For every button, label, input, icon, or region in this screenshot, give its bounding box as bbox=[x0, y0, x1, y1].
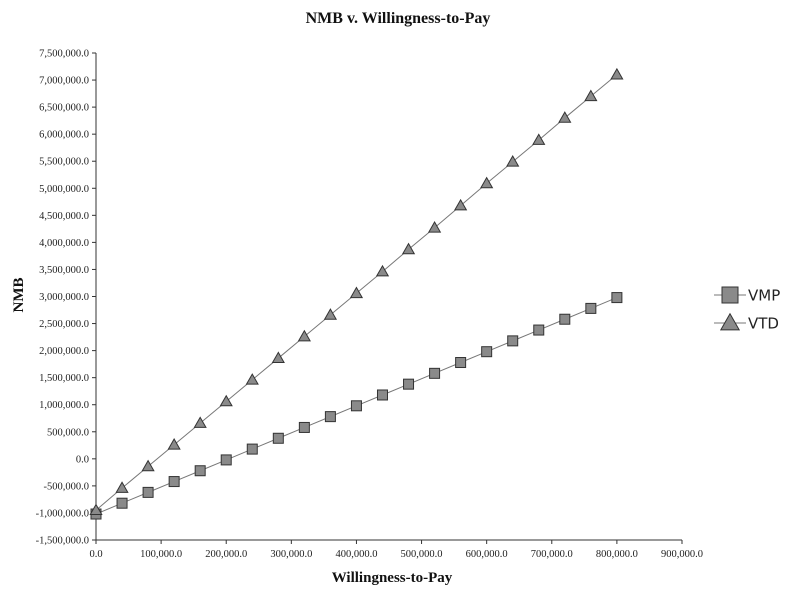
y-axis-label: NMB bbox=[11, 278, 27, 313]
data-point-vmp bbox=[272, 432, 284, 444]
data-point-vtd bbox=[375, 264, 390, 277]
data-point-vmp bbox=[611, 292, 623, 304]
data-point-vmp bbox=[376, 389, 388, 401]
y-tick-label: 500,000.0 bbox=[47, 427, 89, 438]
y-tick-label: 3,000,000.0 bbox=[39, 292, 89, 303]
data-point-vtd bbox=[167, 438, 181, 450]
x-tick-label: 900,000.0 bbox=[661, 549, 703, 560]
legend-marker-vmp bbox=[721, 286, 739, 304]
x-axis-label: Willingness-to-Pay bbox=[332, 570, 453, 586]
axes bbox=[95, 53, 682, 541]
data-point-vmp bbox=[533, 324, 545, 336]
y-tick-label: 6,000,000.0 bbox=[39, 130, 89, 141]
x-tick-label: 500,000.0 bbox=[401, 549, 443, 560]
data-point-vtd bbox=[480, 176, 494, 189]
data-point-vtd bbox=[141, 459, 155, 472]
data-point-vtd bbox=[427, 221, 442, 233]
data-point-vtd bbox=[401, 242, 416, 255]
data-point-vmp bbox=[220, 454, 232, 466]
data-point-vmp bbox=[194, 465, 206, 477]
series-layer bbox=[89, 67, 624, 520]
legend-item-vtd: VTD bbox=[714, 312, 779, 333]
data-point-vmp bbox=[429, 367, 441, 379]
x-tick-label: 400,000.0 bbox=[335, 549, 377, 560]
y-tick-label: 7,000,000.0 bbox=[39, 76, 89, 87]
x-tick-label: 300,000.0 bbox=[270, 549, 312, 560]
data-point-vmp bbox=[142, 486, 154, 498]
data-point-vtd bbox=[454, 198, 468, 211]
legend-item-vmp: VMP bbox=[714, 286, 780, 305]
data-point-vmp bbox=[168, 476, 180, 488]
y-tick-label: 7,500,000.0 bbox=[39, 49, 89, 60]
data-point-vtd bbox=[610, 67, 624, 80]
y-tick-label: 2,000,000.0 bbox=[39, 346, 89, 357]
y-tick-label: -500,000.0 bbox=[44, 481, 90, 492]
y-tick-label: 0.0 bbox=[76, 454, 89, 465]
data-point-vtd bbox=[245, 373, 259, 385]
y-tick-label: -1,500,000.0 bbox=[36, 536, 89, 547]
y-tick-label: 1,500,000.0 bbox=[39, 373, 89, 384]
x-tick-label: 800,000.0 bbox=[596, 549, 638, 560]
x-tick-label: 600,000.0 bbox=[466, 549, 508, 560]
y-tick-label: -1,000,000.0 bbox=[36, 508, 89, 519]
data-point-vmp bbox=[324, 411, 336, 423]
data-point-vtd bbox=[349, 286, 364, 299]
x-tick-label: 0.0 bbox=[89, 549, 102, 560]
legend-label-vtd: VTD bbox=[748, 315, 779, 333]
y-tick-label: 6,500,000.0 bbox=[39, 103, 89, 114]
data-point-vmp bbox=[507, 335, 519, 347]
data-point-vtd bbox=[89, 503, 103, 516]
y-tick-label: 3,500,000.0 bbox=[39, 265, 89, 276]
x-tick-label: 200,000.0 bbox=[205, 549, 247, 560]
data-point-vmp bbox=[246, 443, 258, 455]
series-vtd bbox=[89, 67, 624, 516]
x-tick-label: 100,000.0 bbox=[140, 549, 182, 560]
x-ticks: 0.0 100,000.0 200,000.0 300,000.0 400,000.0 5… bbox=[89, 540, 703, 560]
data-point-vmp bbox=[585, 302, 597, 314]
data-point-vtd bbox=[323, 308, 338, 320]
data-point-vmp bbox=[116, 497, 128, 509]
y-tick-label: 1,000,000.0 bbox=[39, 400, 89, 411]
data-point-vtd bbox=[271, 351, 285, 363]
data-point-vmp bbox=[559, 313, 571, 325]
y-tick-label: 4,000,000.0 bbox=[39, 238, 89, 249]
legend-marker-vtd bbox=[719, 312, 741, 331]
data-point-vtd bbox=[532, 133, 546, 145]
data-point-vtd bbox=[193, 416, 207, 428]
data-point-vtd bbox=[115, 481, 129, 493]
series-vmp bbox=[90, 292, 623, 520]
data-point-vmp bbox=[455, 357, 467, 369]
legend: VMP VTD bbox=[714, 286, 780, 333]
data-point-vmp bbox=[403, 378, 415, 390]
data-point-vmp bbox=[350, 400, 362, 412]
y-tick-label: 5,500,000.0 bbox=[39, 157, 89, 168]
data-point-vtd bbox=[219, 394, 233, 407]
y-ticks: -1,500,000.0 -1,000,000.0 -500,000.0 0.0 500… bbox=[36, 49, 96, 547]
chart-title: NMB v. Willingness-to-Pay bbox=[306, 10, 491, 27]
data-point-vmp bbox=[481, 346, 493, 358]
y-tick-label: 5,000,000.0 bbox=[39, 184, 89, 195]
data-point-vtd bbox=[558, 111, 572, 123]
legend-label-vmp: VMP bbox=[748, 287, 780, 305]
data-point-vtd bbox=[584, 89, 598, 102]
data-point-vtd bbox=[297, 329, 311, 342]
y-tick-label: 2,500,000.0 bbox=[39, 319, 89, 330]
x-tick-label: 700,000.0 bbox=[531, 549, 573, 560]
data-point-vmp bbox=[298, 421, 310, 433]
y-tick-label: 4,500,000.0 bbox=[39, 211, 89, 222]
data-point-vtd bbox=[506, 155, 520, 167]
